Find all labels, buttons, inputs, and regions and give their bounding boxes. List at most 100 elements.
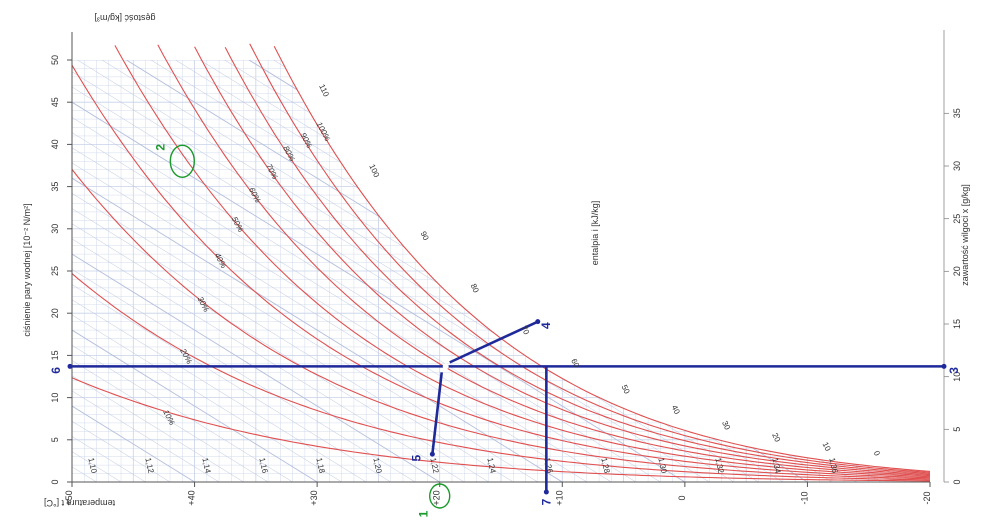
enthalpy-line xyxy=(72,60,563,482)
enthalpy-line xyxy=(72,60,661,482)
marker-2-circle xyxy=(169,144,196,178)
enthalpy-line xyxy=(513,60,930,482)
line-state-5 xyxy=(431,372,444,455)
enthalpy-label-20: 20 xyxy=(770,432,782,444)
density-label-5: 1,20 xyxy=(371,457,383,475)
density-labels: 1,10 1,12 1,14 1,16 1,18 1,20 1,22 1,24 1,26 1,28… xyxy=(86,457,839,475)
enthalpy-axis-title: entalpia i [kJ/kg] xyxy=(590,201,600,266)
right-tick-label-25: 25 xyxy=(952,214,962,224)
left-tick-label-20: 20 xyxy=(50,308,60,318)
enthalpy-line xyxy=(72,60,489,482)
bottom-tick-label-3: +20 xyxy=(432,490,442,505)
right-tick-label-0: 0 xyxy=(952,479,962,484)
enthalpy-line xyxy=(635,60,930,482)
enthalpy-line xyxy=(316,60,930,482)
enthalpy-line xyxy=(488,60,930,482)
rh-curve-40 xyxy=(71,64,931,479)
density-label-3: 1,16 xyxy=(257,457,269,475)
enthalpy-line xyxy=(72,60,538,482)
density-label-11: 1,32 xyxy=(713,457,725,475)
rh-label-90: 90% xyxy=(298,131,313,149)
marker-5-dot xyxy=(429,451,435,457)
left-tick-label-50: 50 xyxy=(50,55,60,65)
top-axis-title: gęstość [kg/m³] xyxy=(94,13,155,23)
enthalpy-line xyxy=(72,60,367,482)
enthalpy-label-80: 80 xyxy=(469,282,481,294)
enthalpy-line xyxy=(72,60,220,482)
bottom-tick-label-7: -20 xyxy=(922,491,932,504)
left-tick-label-15: 15 xyxy=(50,350,60,360)
density-label-8: 1,26 xyxy=(542,457,554,475)
rh-curve-60 xyxy=(157,44,931,477)
right-tick-label-35: 35 xyxy=(952,108,962,118)
right-tick-label-20: 20 xyxy=(952,266,962,276)
enthalpy-line xyxy=(684,60,930,482)
enthalpy-line xyxy=(72,60,587,482)
rh-curve-50 xyxy=(114,45,931,478)
marker-label-1: 1 xyxy=(417,510,431,517)
enthalpy-line xyxy=(0,26,23,482)
enthalpy-line xyxy=(72,60,735,482)
enthalpy-label-0: 0 xyxy=(872,449,882,457)
rh-curve-70 xyxy=(194,46,931,476)
density-label-12: 1,34 xyxy=(770,457,782,475)
enthalpy-line xyxy=(660,60,930,482)
density-label-10: 1,30 xyxy=(656,457,668,475)
right-tick-label-5: 5 xyxy=(952,427,962,432)
enthalpy-line xyxy=(72,60,612,482)
enthalpy-line xyxy=(72,60,391,482)
left-tick-label-40: 40 xyxy=(50,139,60,149)
rh-curve-30 xyxy=(71,169,931,480)
rh-curve-20 xyxy=(71,273,931,481)
left-tick-label-0: 0 xyxy=(50,479,60,484)
marker-label-5: 5 xyxy=(409,454,423,461)
left-tick-label-45: 45 xyxy=(50,97,60,107)
marker-6-dot xyxy=(67,363,73,369)
enthalpy-line xyxy=(341,60,930,482)
left-tick-label-10: 10 xyxy=(50,393,60,403)
line-state-4 xyxy=(449,320,539,364)
bottom-tick-label-2: +30 xyxy=(309,490,319,505)
enthalpy-label-110: 110 xyxy=(317,83,331,99)
state-point xyxy=(442,363,449,370)
density-label-4: 1,18 xyxy=(314,457,326,475)
density-label-7: 1,24 xyxy=(485,457,497,475)
marker-3-dot xyxy=(941,363,947,369)
marker-label-2: 2 xyxy=(153,144,167,151)
enthalpy-line xyxy=(72,60,636,482)
bottom-tick-label-5: 0 xyxy=(677,495,687,500)
density-label-1: 1,12 xyxy=(143,457,155,475)
enthalpy-line xyxy=(72,60,269,482)
enthalpy-line xyxy=(537,60,930,482)
enthalpy-label-100: 100 xyxy=(367,163,381,179)
enthalpy-line xyxy=(72,60,710,482)
enthalpy-label-50: 50 xyxy=(620,383,632,395)
marker-1-circle xyxy=(429,483,451,509)
density-label-6: 1,22 xyxy=(428,457,440,475)
marker-label-4: 4 xyxy=(539,322,553,329)
enthalpy-line xyxy=(72,60,73,482)
right-tick-label-30: 30 xyxy=(952,161,962,171)
bottom-axis-title: temperatura t [°C] xyxy=(44,498,115,508)
rh-label-80: 80% xyxy=(281,144,296,162)
process-markers: 6 3 4 5 7 2 1 xyxy=(49,144,961,518)
right-tick-label-10: 10 xyxy=(952,372,962,382)
enthalpy-label-90: 90 xyxy=(419,230,431,242)
enthalpy-label-10: 10 xyxy=(821,441,833,453)
right-axis-title: zawartość wilgoci x [g/kg] xyxy=(960,184,970,286)
rh-curve-90 xyxy=(249,43,931,473)
enthalpy-line xyxy=(72,60,244,482)
right-tick-label-15: 15 xyxy=(952,319,962,329)
density-label-13: 1,36 xyxy=(827,457,839,475)
rh-curve-10 xyxy=(71,377,930,482)
marker-label-7: 7 xyxy=(539,498,553,505)
bottom-tick-label-1: +40 xyxy=(187,490,197,505)
density-label-0: 1,10 xyxy=(86,457,98,475)
marker-label-3: 3 xyxy=(947,367,961,374)
left-tick-label-30: 30 xyxy=(50,224,60,234)
enthalpy-line xyxy=(562,60,930,482)
enthalpy-line xyxy=(72,60,293,482)
bottom-tick-label-4: +10 xyxy=(554,490,564,505)
enthalpy-line xyxy=(72,60,440,482)
